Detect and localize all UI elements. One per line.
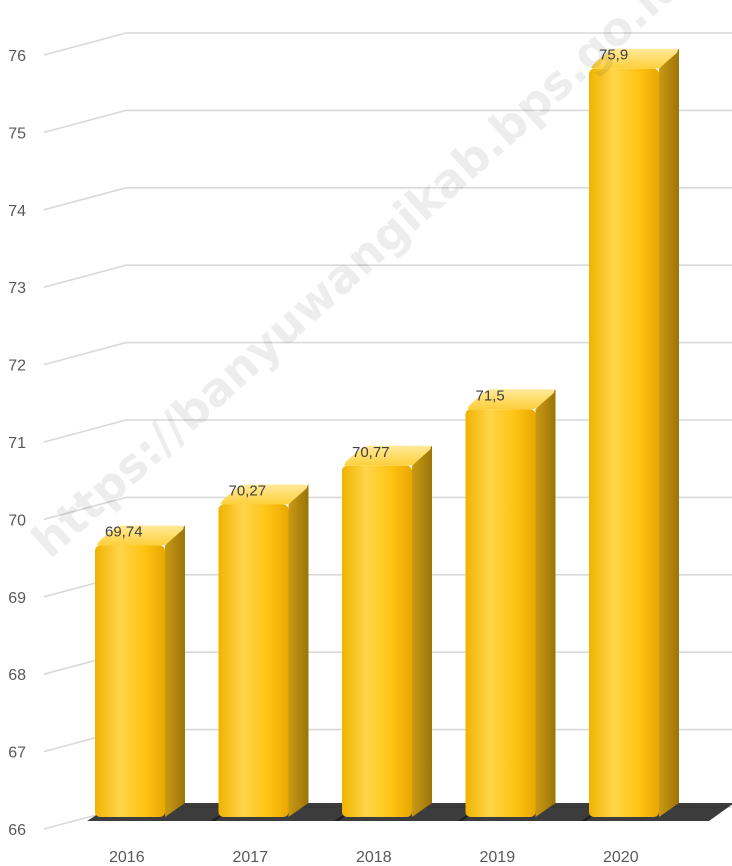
bar-side-face [659,48,679,818]
data-label: 70,77 [352,444,390,461]
data-label: 70,27 [229,483,267,500]
bar-2020 [589,48,679,818]
gridline [43,32,732,56]
data-label: 69,74 [105,524,143,541]
bar-front-face [95,545,165,817]
x-tick-label: 2019 [480,849,516,866]
gridline [43,264,732,288]
bar-side-face [165,525,185,817]
x-tick-label: 2017 [233,849,269,866]
gridline [43,341,732,366]
bar-2016 [95,525,185,817]
gridline [43,187,732,211]
y-tick-label: 71 [8,435,26,452]
bar-2017 [218,484,309,817]
bar-side-face [288,484,309,817]
y-tick-label: 74 [8,203,26,220]
y-tick-label: 67 [8,745,26,762]
y-tick-label: 68 [8,667,26,684]
y-tick-label: 69 [8,590,26,607]
bar-2018 [342,445,432,817]
x-axis-ticks: 2016 2017 2018 2019 2020 [109,849,639,866]
gridlines [43,32,732,830]
bar-top-face [467,389,555,410]
y-tick-label: 70 [8,512,26,529]
bar-top-face [344,445,431,466]
bar-front-face [589,68,659,818]
x-tick-label: 2016 [109,849,145,866]
y-tick-label: 75 [8,125,26,142]
bars [95,48,679,818]
bar-side-face [412,445,432,817]
bar-top-face [97,525,184,546]
y-axis-ticks: 66 67 68 69 70 71 72 73 74 75 76 [8,48,26,839]
y-tick-label: 72 [8,358,26,375]
y-tick-label: 76 [8,48,26,65]
bar-top-face [220,484,308,505]
bar-front-face [342,465,412,817]
x-tick-label: 2020 [603,849,639,866]
y-tick-label: 73 [8,280,26,297]
bar-side-face [535,389,556,817]
bar-front-face [218,504,289,817]
y-tick-label: 66 [8,822,26,839]
bar-front-face [465,409,536,817]
gridline [43,109,732,134]
bar-2019 [465,389,556,817]
data-label: 71,5 [476,387,505,404]
bar-top-face [591,48,678,69]
x-tick-label: 2018 [356,849,392,866]
data-labels: 69,74 70,27 70,77 71,5 75,9 [105,47,628,541]
data-label: 75,9 [599,47,628,64]
